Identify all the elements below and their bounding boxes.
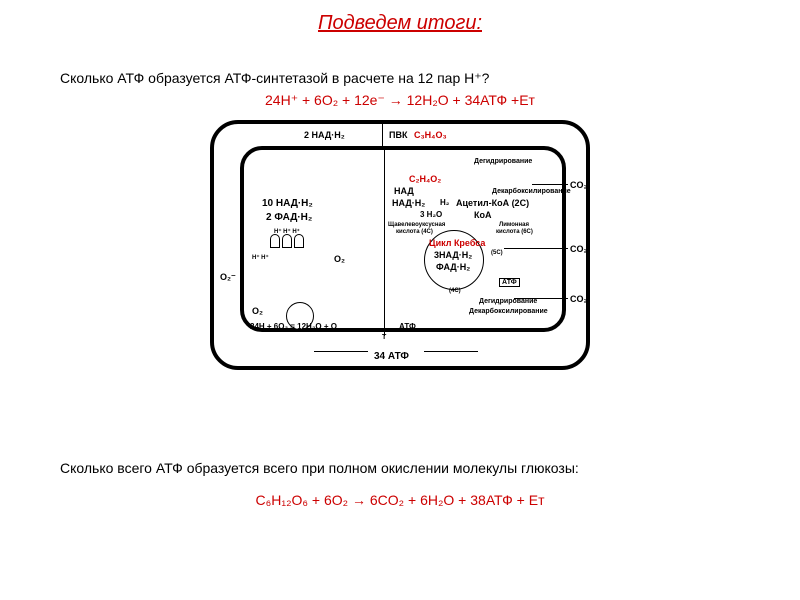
label-acetyl: Ацетил-КоА (2C) <box>456 198 529 208</box>
label-h2: H₂ <box>440 198 449 207</box>
label-co2-2: CO₂ <box>570 244 588 254</box>
label-dehydrogenation: Дегидрирование <box>474 158 532 165</box>
label-o2minus: O₂⁻ <box>220 272 236 283</box>
label-nad: НАД <box>394 186 414 196</box>
etc-complexes <box>270 234 304 248</box>
label-decarb: Декарбоксилирование <box>492 188 571 195</box>
label-shchuk2: кислота (4C) <box>396 229 433 235</box>
equation-2: C₆H₁₂O₆ + 6O₂ → 6CO₂ + 6H₂O + 38АТФ + Eт <box>0 492 800 508</box>
label-atp-small: АТФ <box>399 322 416 331</box>
question-2: Сколько всего АТФ образуется всего при п… <box>60 460 740 476</box>
outer-membrane: 2 НАД·H₂ ПВК C₃H₄O₃ Дегидрирование C₂H₄O… <box>210 120 590 370</box>
label-c2h4o2: C₂H₄O₂ <box>409 174 441 184</box>
label-34atp: 34 АТФ <box>374 351 409 362</box>
question-1: Сколько АТФ образуется АТФ-синтетазой в … <box>60 70 489 87</box>
label-shchuk: Щавелевоуксусная <box>388 222 445 228</box>
label-krebs: Цикл Кребса <box>429 238 485 248</box>
arrow-34atp-r <box>424 351 478 352</box>
label-decarb2: Декарбоксилирование <box>469 308 548 315</box>
label-limon: Лимонная <box>499 222 529 228</box>
divider-top <box>382 124 383 146</box>
label-2nadh2: 2 НАД·H₂ <box>304 130 345 140</box>
arrow-co2-2 <box>504 248 568 249</box>
label-protons-out: H⁺ H⁺ <box>252 254 269 261</box>
label-co2-1: CO₂ <box>570 180 588 190</box>
label-pvk-formula: C₃H₄O₃ <box>414 130 447 140</box>
label-4c: (4C) <box>449 288 461 294</box>
label-nadh2-inner: НАД·H₂ <box>392 198 425 208</box>
arrow-co2-3 <box>514 298 568 299</box>
label-co2-3: CO₂ <box>570 294 588 304</box>
label-dehydr2: Дегидрирование <box>479 298 537 305</box>
page-title: Подведем итоги: <box>0 12 800 35</box>
label-2fadh2: 2 ФАД·H₂ <box>266 212 312 223</box>
mitochondrion-diagram: 2 НАД·H₂ ПВК C₃H₄O₃ Дегидрирование C₂H₄O… <box>0 120 800 370</box>
label-o2-out: O₂ <box>252 306 263 316</box>
label-3h2o: 3 H₂O <box>420 210 442 219</box>
label-koa: КоА <box>474 210 492 220</box>
label-5c: (5C) <box>491 250 503 256</box>
arrow-co2-1 <box>532 184 568 185</box>
label-fadh2-inner: ФАД·H₂ <box>436 262 470 272</box>
label-10nadh2: 10 НАД·H₂ <box>262 198 313 209</box>
label-limon2: кислота (6C) <box>496 229 533 235</box>
label-atp-box: АТФ <box>499 278 520 287</box>
label-3nadh2: 3НАД·H₂ <box>434 250 472 260</box>
divider-vertical <box>384 150 385 336</box>
label-o2-inner: O₂ <box>334 254 345 264</box>
label-t: Т <box>382 334 386 341</box>
arrow-34atp-l <box>314 351 368 352</box>
inner-membrane: Дегидрирование C₂H₄O₂ НАД НАД·H₂ H₂ Ацет… <box>240 146 566 332</box>
equation-1: 24H⁺ + 6O₂ + 12e⁻ → 12H₂O + 34АТФ +Eт <box>0 92 800 109</box>
label-pvk: ПВК <box>389 130 407 140</box>
label-bottom-eq: 24H + 6O₂ = 12H₂O + Q <box>250 322 337 331</box>
